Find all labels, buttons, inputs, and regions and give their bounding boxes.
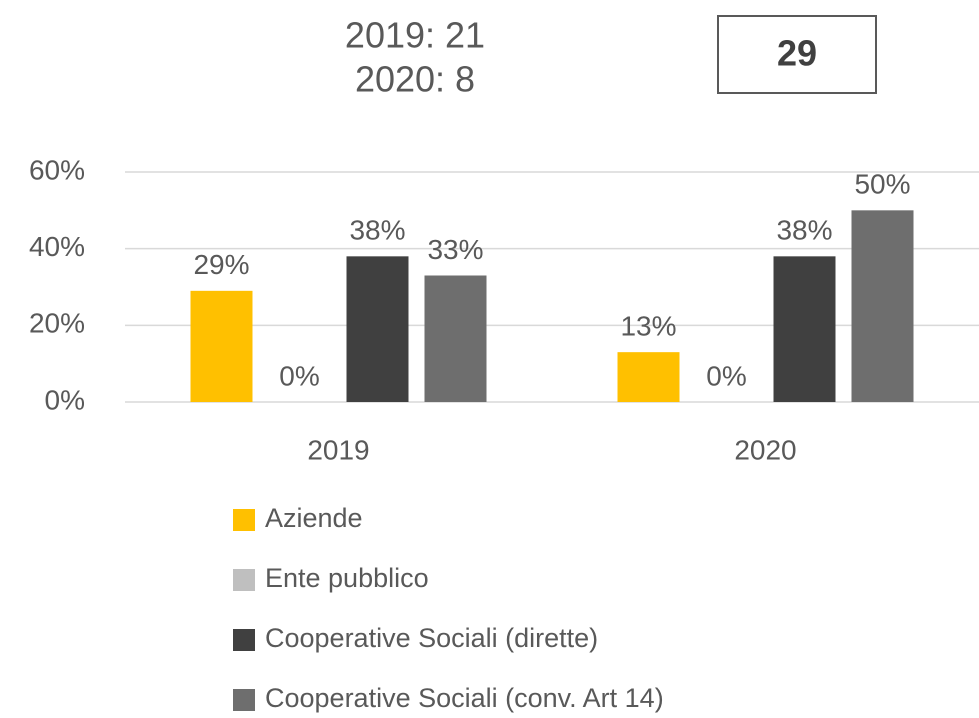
data-label: 38%	[776, 215, 832, 246]
data-label: 50%	[854, 169, 910, 200]
total-box	[717, 15, 877, 94]
annotation: 2019: 21	[345, 15, 485, 56]
data-label: 33%	[427, 234, 483, 265]
legend-label: Cooperative Sociali (conv. Art 14)	[265, 683, 664, 713]
legend-label: Cooperative Sociali (dirette)	[265, 623, 598, 653]
bar	[773, 256, 836, 402]
bar	[617, 352, 680, 402]
y-tick-label: 40%	[29, 231, 85, 262]
legend-swatch	[233, 569, 255, 591]
data-label: 38%	[349, 215, 405, 246]
data-label: 13%	[620, 311, 676, 342]
legend-swatch	[233, 629, 255, 651]
total-text: 29	[777, 33, 817, 74]
data-label: 29%	[193, 249, 249, 280]
legend-label: Ente pubblico	[265, 563, 429, 593]
y-tick-label: 20%	[29, 308, 85, 339]
x-tick-label: 2019	[307, 434, 369, 465]
y-tick-label: 60%	[29, 154, 85, 185]
bar	[190, 290, 253, 402]
data-label: 0%	[279, 360, 319, 391]
annotation: 2020: 8	[355, 59, 475, 100]
legend-swatch	[233, 689, 255, 711]
data-label: 0%	[706, 360, 746, 391]
bar	[851, 210, 914, 402]
legend-label: Aziende	[265, 503, 363, 533]
bar	[346, 256, 409, 402]
x-tick-label: 2020	[734, 434, 796, 465]
y-tick-label: 0%	[45, 384, 85, 415]
legend-swatch	[233, 509, 255, 531]
bar	[424, 275, 487, 402]
